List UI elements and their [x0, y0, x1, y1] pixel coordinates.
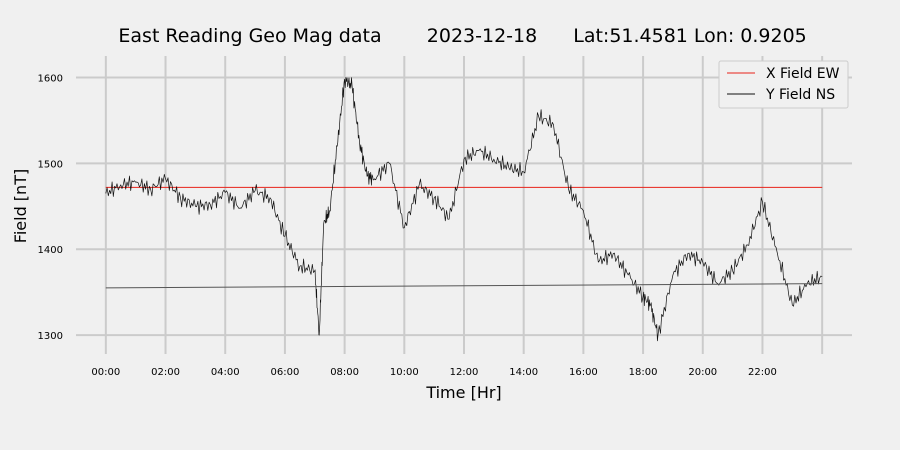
x-tick-label: 18:00 — [629, 367, 658, 378]
x-tick-label: 06:00 — [271, 367, 300, 378]
legend-label-y-field: Y Field NS — [765, 87, 835, 103]
x-tick-label: 14:00 — [509, 367, 538, 378]
legend: X Field EW Y Field NS — [718, 60, 849, 109]
x-axis-label: Time [Hr] — [425, 383, 501, 402]
x-tick-label: 22:00 — [748, 367, 777, 378]
y-tick-label: 1500 — [38, 159, 63, 170]
tick-layer: 00:00 02:00 04:00 06:00 08:00 10:00 12:00 14:00… — [38, 73, 777, 378]
chart-title-part-3: Lat:51.4581 Lon: 0.9205 — [573, 25, 807, 47]
x-tick-label: 08:00 — [330, 367, 359, 378]
legend-label-x-field: X Field EW — [766, 66, 840, 82]
x-tick-label: 12:00 — [450, 367, 479, 378]
y-tick-label: 1400 — [38, 245, 63, 256]
y-tick-label: 1300 — [38, 331, 63, 342]
series-line-y-field-ns — [105, 77, 823, 342]
y-axis-label: Field [nT] — [11, 169, 30, 243]
chart-title-part-1: East Reading Geo Mag data — [118, 25, 381, 47]
x-tick-label: 04:00 — [211, 367, 240, 378]
y-tick-label: 1600 — [38, 73, 63, 84]
series-layer — [105, 77, 823, 342]
x-tick-label: 02:00 — [151, 367, 180, 378]
x-tick-label: 16:00 — [569, 367, 598, 378]
chart-title-part-2: 2023-12-18 — [427, 25, 537, 47]
series-line-baseline — [105, 283, 823, 289]
x-tick-label: 20:00 — [688, 367, 717, 378]
x-tick-label: 00:00 — [91, 367, 120, 378]
x-tick-label: 10:00 — [390, 367, 419, 378]
